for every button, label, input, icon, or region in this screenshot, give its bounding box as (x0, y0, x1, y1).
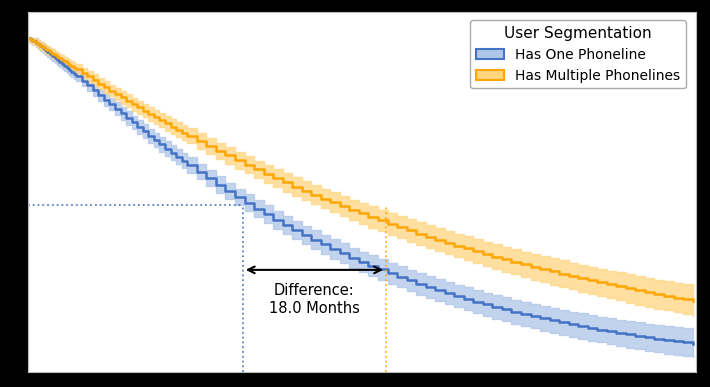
Legend: Has One Phoneline, Has Multiple Phonelines: Has One Phoneline, Has Multiple Phonelin… (471, 21, 686, 88)
Text: Difference:
18.0 Months: Difference: 18.0 Months (269, 283, 360, 316)
